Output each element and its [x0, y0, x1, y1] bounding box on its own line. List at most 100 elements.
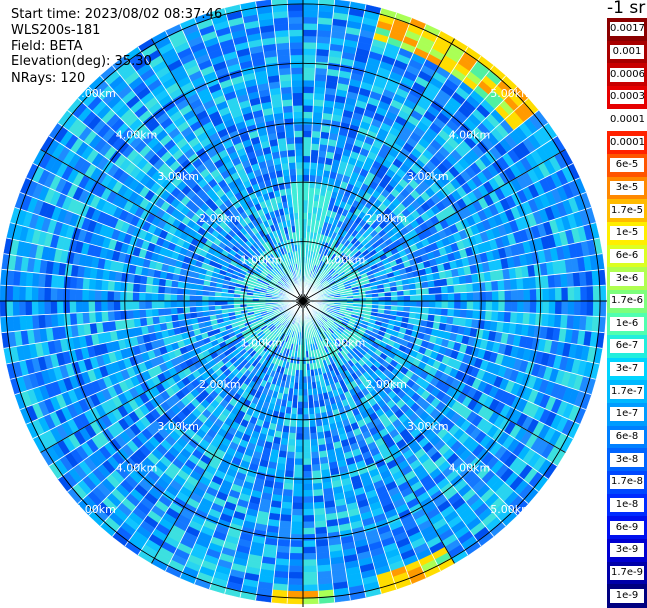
- ppi-range-gate: [289, 566, 303, 573]
- ppi-range-gate: [580, 301, 587, 316]
- ppi-range-gate: [555, 288, 562, 302]
- ppi-range-gate: [82, 278, 89, 290]
- ppi-range-gate: [101, 301, 108, 312]
- ppi-range-gate: [32, 287, 39, 301]
- ppi-range-gate: [25, 287, 32, 302]
- ppi-range-gate: [312, 471, 322, 478]
- ppi-range-gate: [549, 301, 556, 314]
- ppi-range-gate: [303, 547, 316, 554]
- ppi-range-gate: [303, 408, 309, 414]
- ppi-range-gate: [291, 515, 303, 522]
- ppi-range-gate: [517, 301, 524, 313]
- ppi-range-gate: [486, 291, 493, 301]
- ppi-range-gate: [313, 112, 323, 119]
- ppi-range-gate: [491, 281, 498, 292]
- ppi-range-gate: [303, 402, 309, 408]
- ppi-range-gate: [435, 287, 442, 295]
- ppi-range-gate: [6, 286, 13, 302]
- ppi-range-gate: [303, 389, 308, 395]
- ppi-range-gate: [485, 311, 492, 321]
- ppi-range-gate: [133, 283, 140, 292]
- ppi-range-gate: [303, 560, 317, 567]
- ppi-range-gate: [279, 527, 292, 534]
- ppi-range-gate: [423, 301, 430, 308]
- ppi-range-gate: [313, 496, 324, 503]
- ppi-range-gate: [505, 301, 512, 312]
- ppi-range-gate: [303, 137, 312, 144]
- ppi-range-gate: [290, 534, 303, 541]
- ppi-range-gate: [498, 311, 505, 322]
- ppi-range-gate: [310, 156, 318, 163]
- ppi-range-gate: [562, 287, 569, 301]
- ppi-range-gate: [294, 471, 303, 478]
- ppi-range-gate: [88, 290, 95, 301]
- ppi-range-gate: [108, 281, 115, 292]
- ppi-range-gate: [303, 4, 319, 11]
- ppi-range-gate: [491, 311, 498, 322]
- ppi-range-gate: [587, 286, 594, 301]
- ppi-range-gate: [303, 503, 314, 510]
- ppi-range-gate: [311, 143, 320, 150]
- ppi-range-gate: [145, 293, 152, 301]
- ppi-range-gate: [303, 49, 316, 56]
- ppi-range-gate: [460, 309, 467, 318]
- ppi-range-gate: [310, 169, 317, 176]
- ppi-range-gate: [107, 301, 114, 311]
- ppi-range-gate: [164, 301, 171, 308]
- ppi-range-gate: [171, 287, 178, 294]
- ppi-range-gate: [303, 105, 313, 112]
- ppi-range-gate: [448, 293, 455, 301]
- ppi-range-gate: [440, 316, 447, 324]
- ppi-range-gate: [108, 311, 115, 322]
- ppi-range-gate: [288, 585, 303, 592]
- ppi-range-gate: [120, 301, 127, 311]
- ppi-range-gate: [442, 293, 449, 301]
- ppi-range-gate: [391, 296, 397, 301]
- ppi-range-gate: [114, 281, 121, 291]
- ppi-range-gate: [164, 287, 171, 295]
- ppi-range-gate: [303, 541, 316, 548]
- ppi-range-gate: [19, 301, 26, 316]
- ppi-range-gate: [593, 286, 600, 302]
- ppi-range-gate: [51, 301, 58, 314]
- ppi-range-gate: [422, 288, 429, 295]
- ppi-range-gate: [82, 301, 89, 313]
- ppi-range-gate: [290, 547, 303, 554]
- ppi-range-gate: [535, 313, 542, 326]
- ppi-range-gate: [283, 489, 294, 496]
- ppi-range-gate: [38, 287, 45, 301]
- ppi-range-gate: [284, 477, 294, 484]
- ppi-range-gate: [159, 316, 166, 324]
- ppi-range-gate: [593, 301, 600, 317]
- ppi-range-gate: [310, 427, 317, 434]
- ppi-range-gate: [492, 301, 499, 311]
- ppi-range-gate: [315, 68, 328, 75]
- ppi-range-gate: [303, 396, 308, 402]
- ppi-range-gate: [296, 421, 303, 428]
- ppi-range-gate: [76, 301, 83, 313]
- ppi-range-gate: [95, 290, 102, 301]
- ppi-range-gate: [303, 162, 310, 169]
- ppi-range-gate: [422, 307, 429, 314]
- ppi-range-gate: [289, 433, 297, 440]
- ppi-range-gate: [202, 296, 208, 301]
- ppi-range-gate: [63, 301, 70, 314]
- ppi-range-gate: [44, 288, 51, 302]
- ppi-range-gate: [315, 62, 328, 69]
- ppi-range-gate: [303, 175, 310, 181]
- ppi-range-gate: [313, 489, 324, 496]
- ppi-range-gate: [303, 23, 318, 30]
- ppi-range-gate: [13, 301, 20, 316]
- ppi-range-gate: [461, 292, 468, 301]
- ppi-range-gate: [278, 533, 291, 540]
- ppi-range-gate: [303, 168, 310, 175]
- ppi-range-gate: [429, 308, 436, 315]
- ppi-range-gate: [288, 578, 303, 585]
- ppi-range-gate: [69, 289, 76, 301]
- ppi-range-gate: [164, 294, 171, 301]
- ppi-range-gate: [291, 522, 303, 529]
- ppi-range-gate: [303, 452, 311, 459]
- ppi-range-gate: [303, 194, 309, 200]
- ppi-range-gate: [398, 301, 404, 306]
